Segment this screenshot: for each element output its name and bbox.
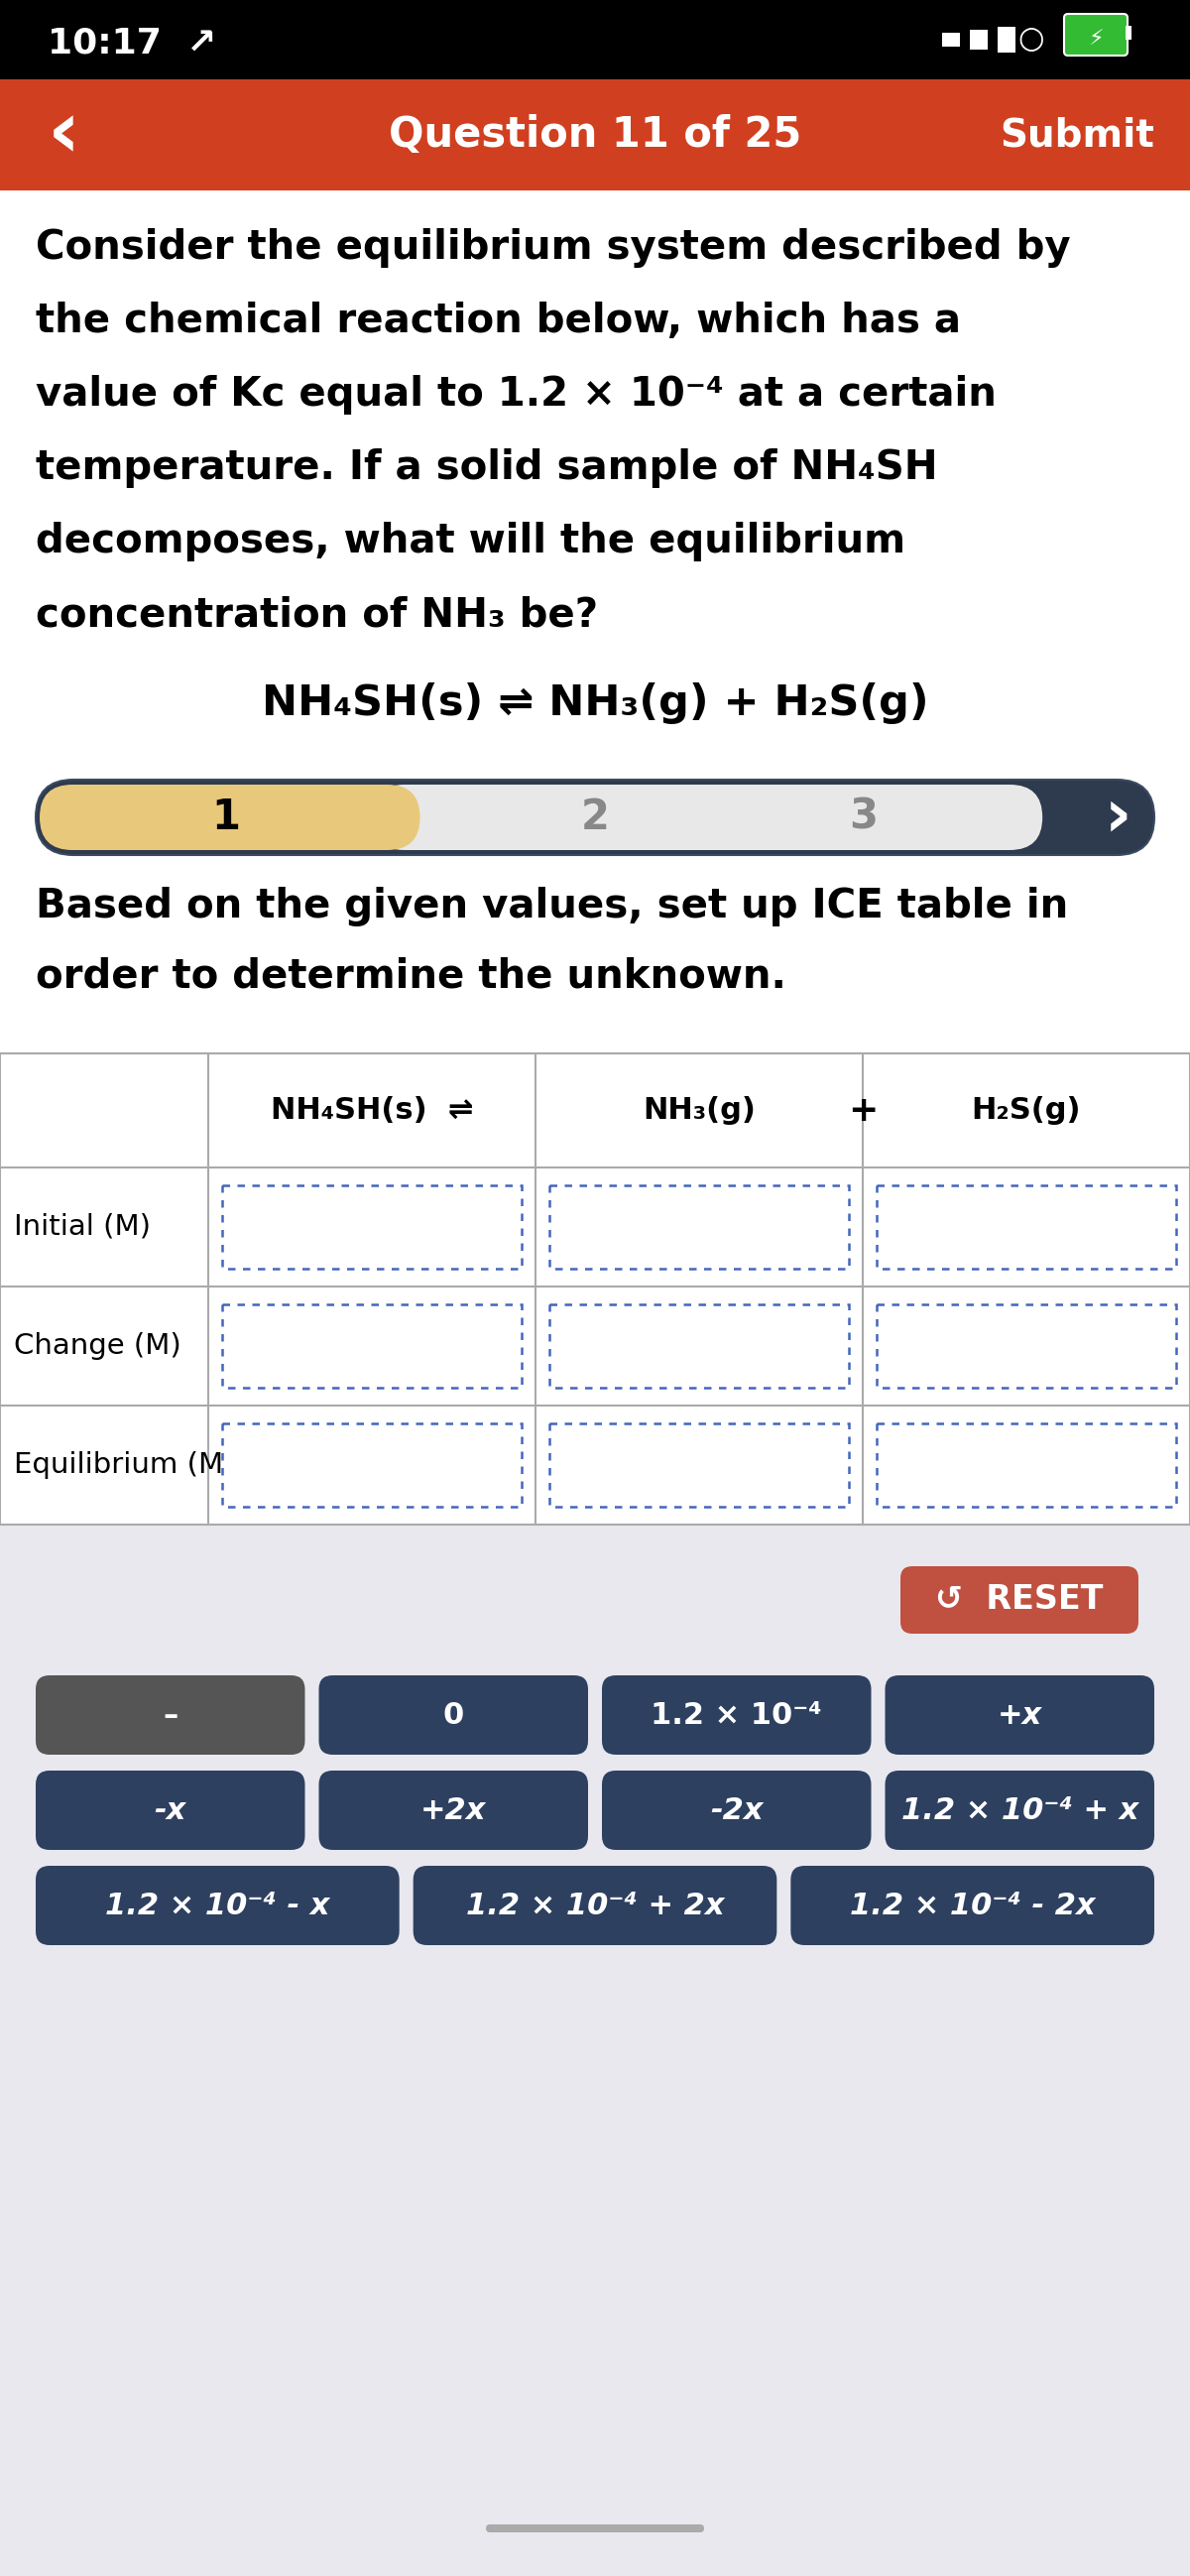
FancyBboxPatch shape (39, 786, 420, 850)
Text: value of Kc equal to 1.2 × 10⁻⁴ at a certain: value of Kc equal to 1.2 × 10⁻⁴ at a cer… (36, 376, 996, 415)
Text: NH₄SH(s)  ⇌: NH₄SH(s) ⇌ (270, 1095, 474, 1126)
Bar (877, 1425, 1176, 1507)
Bar (550, 1425, 848, 1507)
Text: +x: +x (997, 1700, 1042, 1728)
Text: Change (M): Change (M) (14, 1332, 181, 1360)
Text: 1.2 × 10⁻⁴ + 2x: 1.2 × 10⁻⁴ + 2x (465, 1891, 725, 1919)
FancyBboxPatch shape (1064, 13, 1128, 57)
Text: NH₃(g): NH₃(g) (643, 1095, 756, 1126)
Text: Initial (M): Initial (M) (14, 1213, 151, 1242)
FancyBboxPatch shape (885, 1674, 1154, 1754)
Text: Equilibrium (M): Equilibrium (M) (14, 1450, 234, 1479)
FancyBboxPatch shape (790, 1865, 1154, 1945)
FancyBboxPatch shape (602, 1674, 871, 1754)
Bar (223, 1303, 521, 1388)
Text: 0: 0 (443, 1700, 464, 1728)
Bar (942, 33, 960, 46)
Text: ›: › (1106, 786, 1132, 850)
Text: +: + (847, 1095, 878, 1128)
Bar (877, 1185, 1176, 1267)
Text: 1: 1 (212, 796, 240, 837)
FancyBboxPatch shape (319, 1674, 588, 1754)
Bar (1126, 26, 1132, 39)
Text: 1.2 × 10⁻⁴ + x: 1.2 × 10⁻⁴ + x (901, 1795, 1139, 1824)
FancyBboxPatch shape (901, 1566, 1139, 1633)
Bar (0, 0, 1190, 80)
Text: Based on the given values, set up ICE table in: Based on the given values, set up ICE ta… (36, 886, 1069, 927)
Text: –: – (163, 1700, 177, 1728)
FancyBboxPatch shape (36, 1865, 400, 1945)
FancyBboxPatch shape (602, 1770, 871, 1850)
Text: temperature. If a solid sample of NH₄SH: temperature. If a solid sample of NH₄SH (36, 448, 938, 487)
FancyBboxPatch shape (486, 2524, 704, 2532)
Bar (0, 1054, 1190, 1525)
Text: the chemical reaction below, which has a: the chemical reaction below, which has a (36, 301, 962, 340)
Text: 10:17  ↗: 10:17 ↗ (48, 26, 217, 59)
Text: ‹: ‹ (48, 95, 81, 173)
FancyBboxPatch shape (36, 1674, 305, 1754)
Text: 3: 3 (850, 796, 878, 837)
Bar (970, 31, 988, 49)
Text: decomposes, what will the equilibrium: decomposes, what will the equilibrium (36, 523, 906, 562)
Bar (223, 1425, 521, 1507)
Text: -2x: -2x (710, 1795, 763, 1824)
Text: NH₄SH(s) ⇌ NH₃(g) + H₂S(g): NH₄SH(s) ⇌ NH₃(g) + H₂S(g) (262, 683, 928, 724)
Text: 1.2 × 10⁻⁴ - x: 1.2 × 10⁻⁴ - x (105, 1891, 330, 1919)
Bar (223, 1185, 521, 1267)
Text: ↺  RESET: ↺ RESET (935, 1584, 1103, 1615)
Bar (0, 80, 1190, 191)
FancyBboxPatch shape (371, 786, 1042, 850)
FancyBboxPatch shape (413, 1865, 777, 1945)
FancyBboxPatch shape (319, 1770, 588, 1850)
Text: ⚡: ⚡ (1088, 31, 1103, 49)
Text: +2x: +2x (420, 1795, 487, 1824)
FancyBboxPatch shape (885, 1770, 1154, 1850)
Text: concentration of NH₃ be?: concentration of NH₃ be? (36, 595, 599, 634)
Text: order to determine the unknown.: order to determine the unknown. (36, 956, 787, 997)
Bar (550, 1185, 848, 1267)
Text: -x: -x (155, 1795, 187, 1824)
Text: 1.2 × 10⁻⁴ - 2x: 1.2 × 10⁻⁴ - 2x (850, 1891, 1095, 1919)
Bar (0, 1525, 1190, 2576)
Bar (550, 1303, 848, 1388)
Text: 2: 2 (581, 796, 609, 837)
FancyBboxPatch shape (36, 1770, 305, 1850)
FancyBboxPatch shape (36, 781, 1154, 855)
Text: 1.2 × 10⁻⁴: 1.2 × 10⁻⁴ (651, 1700, 822, 1728)
Text: Question 11 of 25: Question 11 of 25 (389, 113, 801, 155)
Bar (877, 1303, 1176, 1388)
Bar (997, 26, 1015, 52)
Text: H₂S(g): H₂S(g) (971, 1095, 1082, 1126)
Text: Submit: Submit (1000, 116, 1154, 155)
Text: Consider the equilibrium system described by: Consider the equilibrium system describe… (36, 229, 1071, 268)
Text: ○: ○ (1019, 26, 1045, 54)
